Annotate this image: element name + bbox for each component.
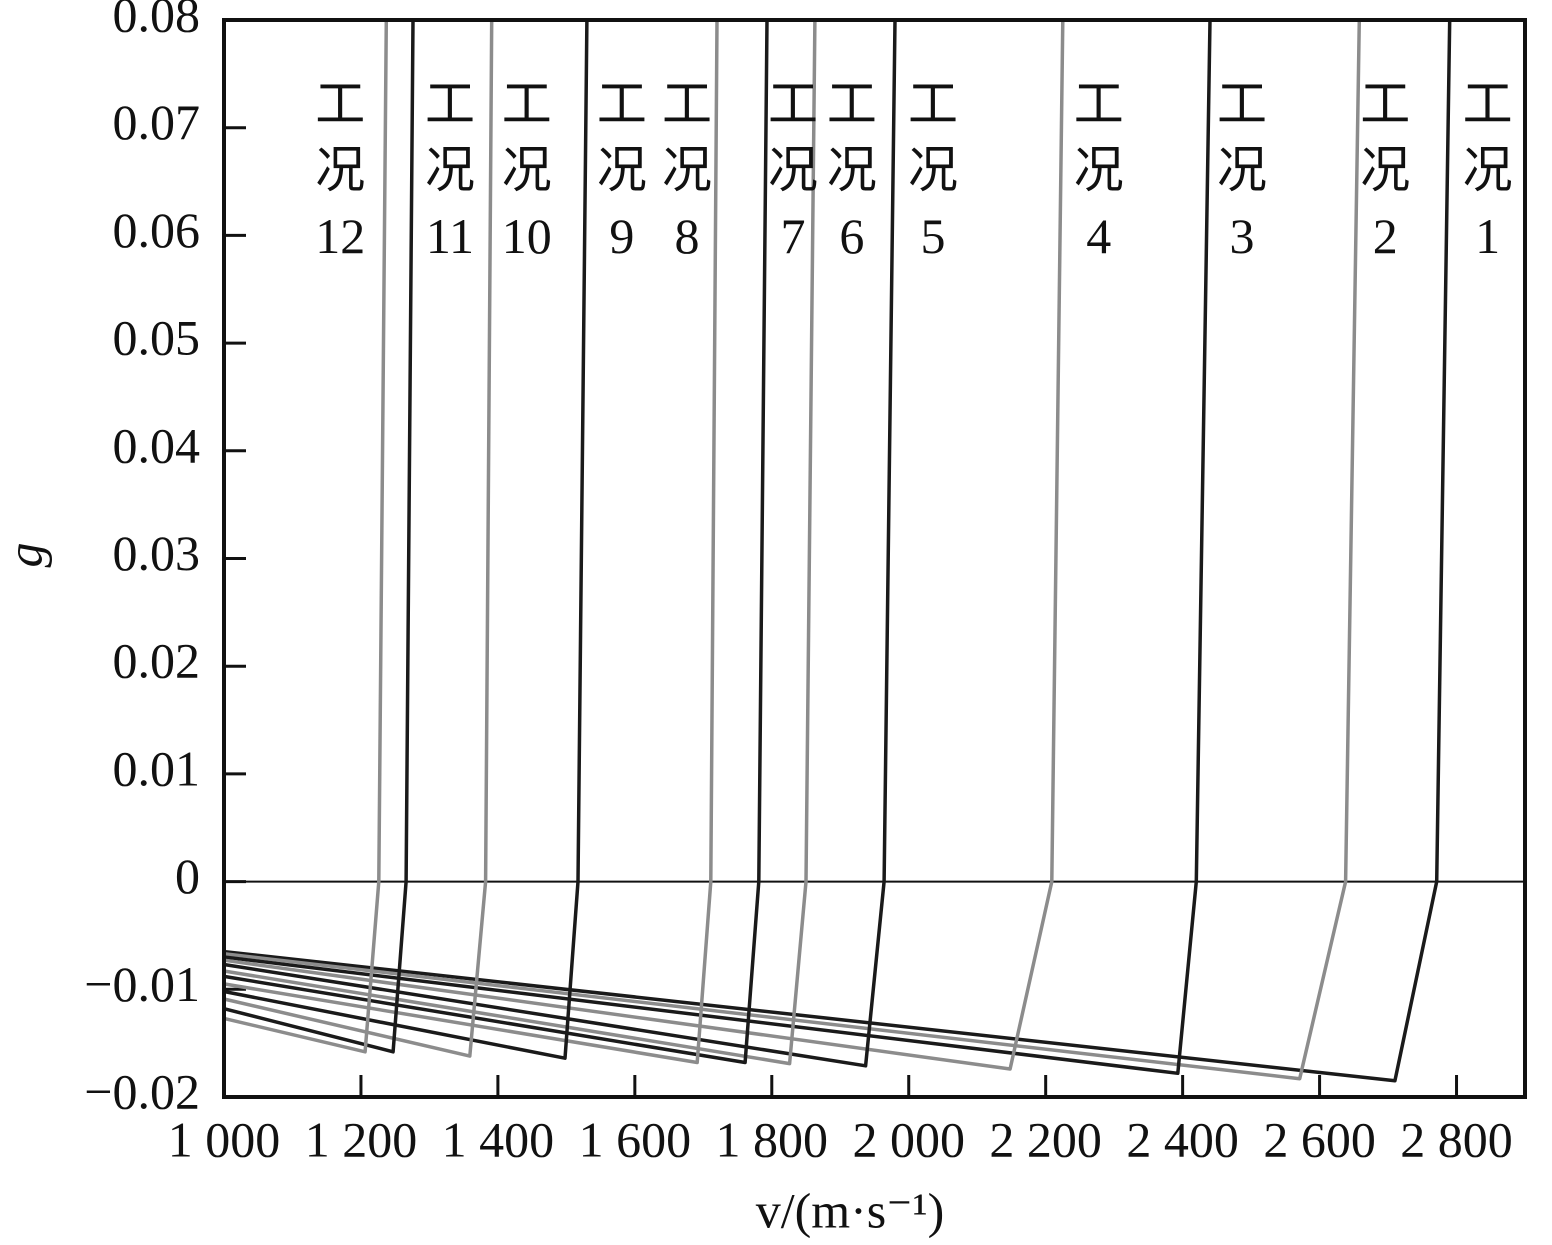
x-tick-label: 2 600 — [1263, 1111, 1376, 1167]
x-tick-label: 2 000 — [852, 1111, 965, 1167]
series-line — [223, 19, 1065, 1071]
y-tick-label: 0.04 — [113, 417, 201, 473]
y-tick-label: 0.01 — [113, 740, 201, 796]
x-tick-label: 1 600 — [579, 1111, 692, 1167]
x-tick-label: 2 400 — [1126, 1111, 1239, 1167]
series-label: 工况 10 — [502, 76, 552, 264]
series-line — [223, 19, 719, 1065]
series-label: 工况 3 — [1217, 76, 1267, 264]
series-label: 工况 4 — [1074, 76, 1124, 264]
x-tick-label: 1 200 — [305, 1111, 418, 1167]
series-label: 工况 8 — [662, 76, 712, 264]
series-line — [223, 19, 1362, 1081]
series-label: 工况 1 — [1463, 76, 1513, 264]
series-line — [223, 19, 415, 1054]
series-label: 工况 11 — [425, 76, 475, 264]
y-tick-label: 0.05 — [113, 310, 201, 366]
series-label: 工况 9 — [597, 76, 647, 264]
x-tick-label: 1 800 — [716, 1111, 829, 1167]
series-line — [223, 19, 769, 1065]
series-line — [223, 19, 897, 1068]
series-label: 工况 2 — [1360, 76, 1410, 264]
y-tick-label: 0.06 — [113, 202, 201, 258]
x-tick-label: 1 400 — [442, 1111, 555, 1167]
series-line — [223, 19, 389, 1054]
x-tick-label: 2 800 — [1400, 1111, 1513, 1167]
series-label: 工况 5 — [908, 76, 958, 264]
y-tick-label: 0.07 — [113, 94, 201, 150]
y-tick-label: −0.02 — [84, 1063, 200, 1119]
y-tick-label: 0.08 — [113, 0, 201, 42]
x-axis-label: v/(m·s⁻¹) — [756, 1182, 945, 1238]
series-label: 工况 7 — [768, 76, 818, 264]
y-axis-label: g — [0, 543, 52, 568]
series-line — [223, 19, 1452, 1083]
y-tick-label: 0.03 — [113, 525, 201, 581]
x-tick-label: 2 200 — [989, 1111, 1102, 1167]
y-tick-label: −0.01 — [84, 956, 200, 1012]
series-label: 工况 6 — [827, 76, 877, 264]
series-line — [223, 19, 817, 1066]
series-label: 工况 12 — [315, 76, 365, 264]
x-tick-label: 1 000 — [168, 1111, 281, 1167]
plot-frame — [222, 18, 1527, 1099]
y-tick-label: 0.02 — [113, 633, 201, 689]
series-line — [223, 19, 494, 1058]
y-tick-label: 0 — [175, 848, 200, 904]
